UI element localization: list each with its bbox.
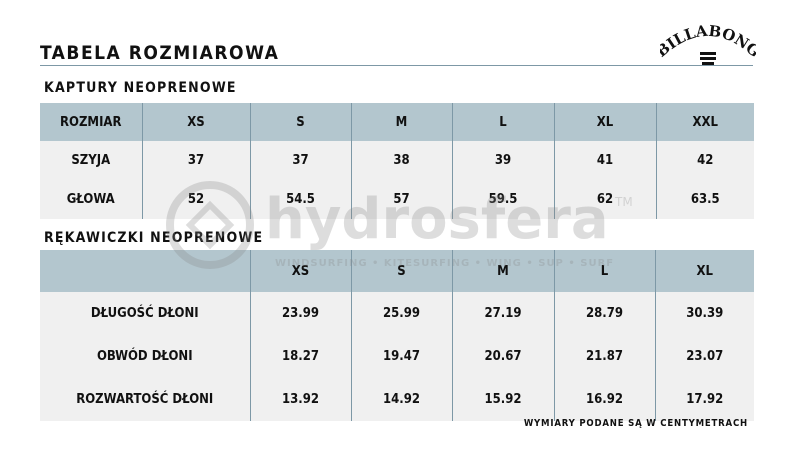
header-cell: M: [350, 103, 452, 141]
header-cell: L: [553, 250, 655, 292]
header-cell: XS: [249, 250, 351, 292]
cell: 37: [141, 141, 250, 180]
title-divider: [40, 65, 753, 66]
table-row: DŁUGOŚĆ DŁONI 23.99 25.99 27.19 28.79 30…: [40, 292, 754, 335]
header-cell: ROZMIAR: [40, 103, 142, 141]
header-cell: XS: [141, 103, 250, 141]
header-cell: S: [350, 250, 452, 292]
cell: 21.87: [553, 335, 655, 378]
cell: 20.67: [451, 335, 554, 378]
cell: 28.79: [553, 292, 655, 335]
cell: 37: [249, 141, 351, 180]
cell: 39: [451, 141, 554, 180]
header-cell: [40, 250, 250, 292]
header-cell: L: [451, 103, 554, 141]
cell: 17.92: [654, 378, 754, 421]
hoods-size-table: ROZMIAR XS S M L XL XXL SZYJA 37 37 38 3…: [40, 103, 754, 219]
table-header-row: XS S M L XL: [40, 250, 754, 292]
cell: 42: [655, 141, 754, 180]
cell: 16.92: [553, 378, 655, 421]
cell: 41: [553, 141, 656, 180]
row-label: DŁUGOŚĆ DŁONI: [40, 292, 250, 335]
cell: 19.47: [350, 335, 452, 378]
row-label: ROZWARTOŚĆ DŁONI: [40, 378, 250, 421]
cell: 15.92: [451, 378, 554, 421]
gloves-size-table: XS S M L XL DŁUGOŚĆ DŁONI 23.99 25.99 27…: [40, 250, 754, 421]
header-cell: M: [451, 250, 554, 292]
cell: 57: [350, 180, 452, 219]
cell: 27.19: [451, 292, 554, 335]
cell: 63.5: [655, 180, 754, 219]
cell: 13.92: [249, 378, 351, 421]
page-title: TABELA ROZMIAROWA: [40, 42, 280, 64]
cell: 18.27: [249, 335, 351, 378]
header-cell: XL: [553, 103, 656, 141]
header-cell: XL: [654, 250, 754, 292]
cell: 23.07: [654, 335, 754, 378]
units-note: WYMIARY PODANE SĄ W CENTYMETRACH: [523, 418, 748, 429]
cell: 38: [350, 141, 452, 180]
cell: 30.39: [654, 292, 754, 335]
cell: 14.92: [350, 378, 452, 421]
table-row: GŁOWA 52 54.5 57 59.5 62 63.5: [40, 180, 754, 219]
cell: 62: [553, 180, 656, 219]
row-label: SZYJA: [40, 141, 142, 180]
row-label: OBWÓD DŁONI: [40, 335, 250, 378]
table-row: SZYJA 37 37 38 39 41 42: [40, 141, 754, 180]
svg-text:BILLABONG: BILLABONG: [660, 24, 756, 61]
table-row: ROZWARTOŚĆ DŁONI 13.92 14.92 15.92 16.92…: [40, 378, 754, 421]
cell: 59.5: [451, 180, 554, 219]
table-header-row: ROZMIAR XS S M L XL XXL: [40, 103, 754, 141]
header-cell: S: [249, 103, 351, 141]
cell: 25.99: [350, 292, 452, 335]
cell: 54.5: [249, 180, 351, 219]
cell: 52: [141, 180, 250, 219]
hoods-heading: KAPTURY NEOPRENOWE: [44, 80, 237, 96]
cell: 23.99: [249, 292, 351, 335]
gloves-heading: RĘKAWICZKI NEOPRENOWE: [44, 230, 264, 246]
header-cell: XXL: [655, 103, 754, 141]
table-row: OBWÓD DŁONI 18.27 19.47 20.67 21.87 23.0…: [40, 335, 754, 378]
row-label: GŁOWA: [40, 180, 142, 219]
billabong-logo: BILLABONG: [660, 24, 756, 65]
